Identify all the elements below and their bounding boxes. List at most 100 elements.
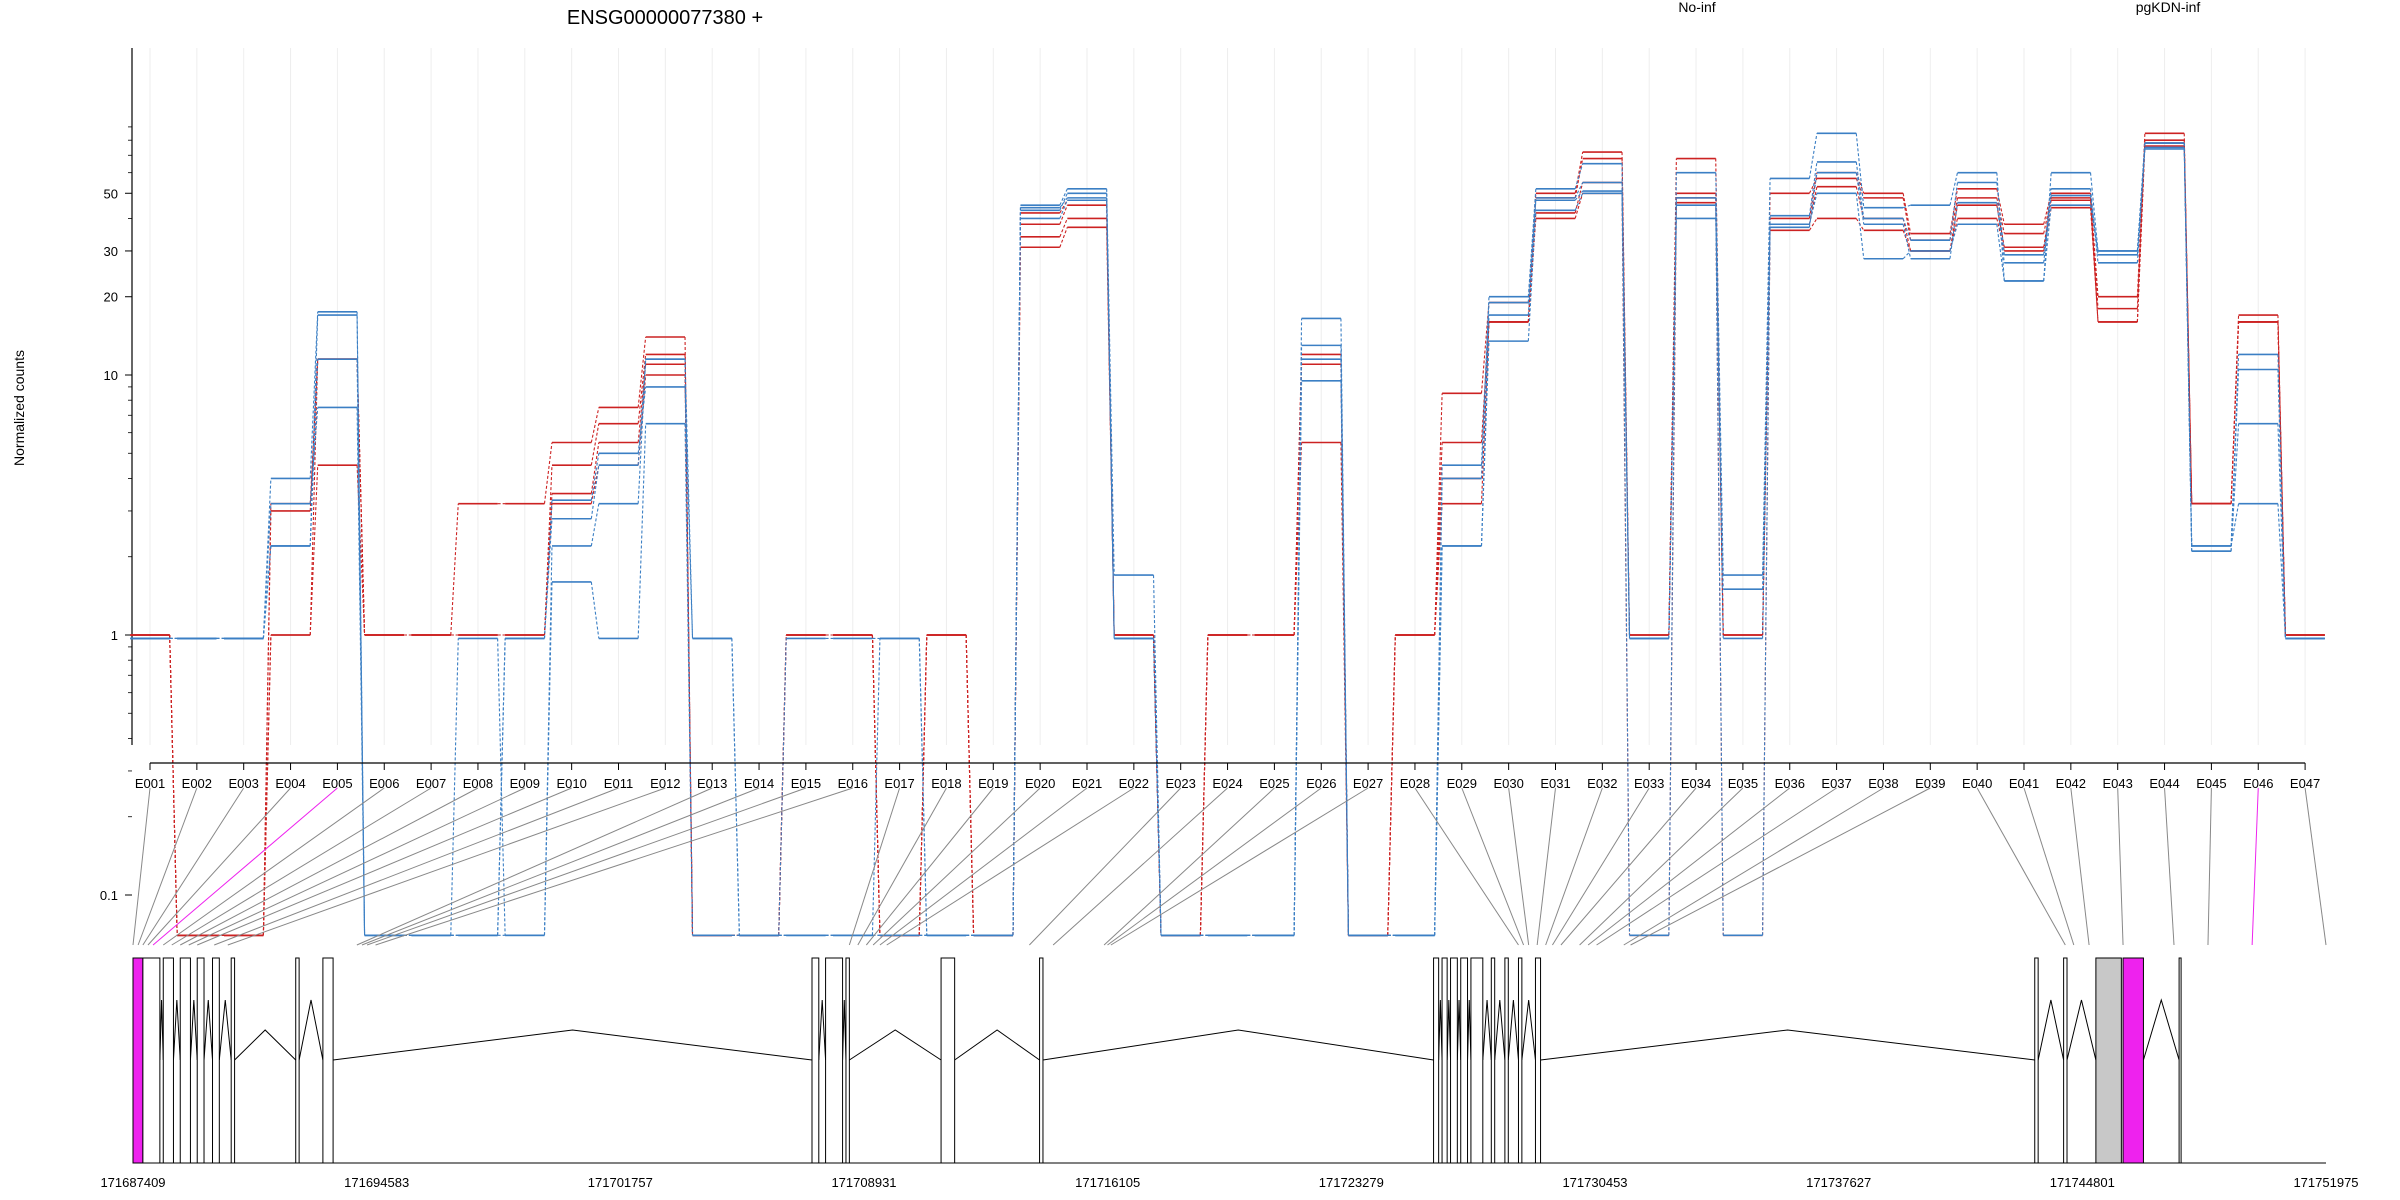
x-tick-label: E019 [978, 776, 1008, 791]
x-tick-label: E011 [604, 776, 633, 791]
series-pgKDN-inf-7 [130, 146, 2325, 937]
intron-line [218, 999, 232, 1061]
x-tick-label: E041 [2009, 776, 2039, 791]
intron-line [189, 999, 198, 1061]
series-connector [1527, 188, 1537, 297]
exon-connector [1103, 787, 1275, 946]
series-connector [309, 465, 319, 636]
x-tick-label: E047 [2290, 776, 2320, 791]
series-connector [1949, 188, 1959, 234]
intron-line [1521, 999, 1536, 1061]
series-connector [1480, 315, 1490, 546]
x-tick-label: E006 [369, 776, 399, 791]
series-connector [1574, 158, 1584, 198]
coordinate-label: 171751975 [2293, 1175, 2358, 1190]
series-connector [2089, 205, 2099, 252]
exon-connector [1508, 787, 1530, 946]
exon-block [811, 957, 820, 1164]
intron-line [298, 999, 324, 1061]
exon-connector-lines [132, 787, 2327, 946]
x-tick-label: E046 [2243, 776, 2273, 791]
x-tick-label: E037 [1821, 776, 1851, 791]
exon-connector [1579, 787, 1744, 946]
intron-line [1456, 999, 1462, 1061]
exon-connector [2117, 787, 2124, 946]
series-connector [262, 503, 272, 639]
x-tick-label: E023 [1166, 776, 1196, 791]
chart-title: ENSG00000077380 + [567, 7, 763, 29]
exon-connector [1536, 787, 1556, 946]
x-tick-label: E030 [1493, 776, 1523, 791]
exon-connector [227, 787, 666, 946]
x-axis: E001 E002 E003 E004 E005 E006 E007 E008 E009 E010… [135, 762, 2320, 791]
x-tick-label: E012 [650, 776, 680, 791]
exon-connector [152, 787, 338, 946]
series-connector [1480, 296, 1490, 466]
series-connector [1574, 182, 1584, 199]
series-connector [2043, 195, 2052, 263]
exon-block [295, 957, 300, 1164]
intron-line [2066, 999, 2097, 1061]
exon-block [845, 957, 850, 1164]
coordinate-label: 171687409 [100, 1175, 165, 1190]
series-connector [1808, 161, 1818, 216]
series-connector [1996, 224, 2005, 282]
x-tick-label: E008 [463, 776, 493, 791]
series-connector [2230, 423, 2240, 552]
series-connector [1106, 188, 1115, 576]
series-connector [637, 336, 647, 408]
series-connector [1855, 161, 1865, 219]
series-connector [1527, 197, 1537, 303]
series-connector [1059, 193, 1068, 211]
series-connector [309, 315, 319, 546]
coordinate-label: 171730453 [1562, 1175, 1627, 1190]
series-connector [1059, 188, 1068, 206]
exon-connector [1596, 787, 1837, 946]
y-tick-label: 20 [104, 290, 118, 305]
series-connector [590, 581, 600, 639]
series-connector [1293, 442, 1303, 636]
series-connector [1527, 200, 1537, 316]
x-tick-label: E028 [1400, 776, 1430, 791]
series-connector [1574, 190, 1584, 201]
exon-connector [1107, 787, 1322, 946]
series-connector [1949, 172, 1959, 206]
exon-block [179, 957, 191, 1164]
series-connector [2136, 143, 2146, 251]
exon-block [1460, 957, 1469, 1164]
series-connector [918, 638, 928, 936]
intron-line [1446, 999, 1452, 1061]
x-tick-label: E035 [1728, 776, 1758, 791]
intron-line [1467, 999, 1472, 1061]
series-connector [1621, 193, 1631, 639]
series-connector [1668, 172, 1677, 936]
x-tick-label: E032 [1587, 776, 1617, 791]
series-connector [543, 500, 553, 639]
x-tick-label: E015 [791, 776, 821, 791]
series-lines [130, 132, 2325, 937]
exon-block [162, 957, 174, 1164]
series-connector [450, 638, 459, 936]
series-connector [1762, 224, 1771, 936]
intron-line [2142, 998, 2180, 1061]
x-tick-label: E010 [556, 776, 586, 791]
x-tick-label: E026 [1306, 776, 1336, 791]
exon-connector [2304, 787, 2327, 946]
exon-block [212, 957, 220, 1164]
series-connector [1340, 380, 1349, 936]
intron-line [333, 1029, 813, 1061]
coordinate-label: 171716105 [1075, 1175, 1140, 1190]
series-connector [2230, 503, 2240, 547]
series-connector [1434, 478, 1443, 636]
series-connector [1152, 638, 1162, 936]
series-connector [356, 311, 366, 936]
coordinate-label: 171701757 [588, 1175, 653, 1190]
exon-block [2063, 957, 2068, 1164]
series-connector [1996, 197, 2005, 234]
series-connector [543, 442, 553, 504]
series-connector [1059, 227, 1068, 248]
exon-block [1433, 957, 1440, 1164]
exon-connector [1461, 787, 1525, 946]
x-tick-label: E005 [322, 776, 352, 791]
series-connector [1902, 204, 1911, 209]
